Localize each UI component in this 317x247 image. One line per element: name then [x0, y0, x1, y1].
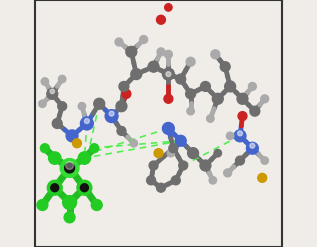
Circle shape — [258, 173, 267, 182]
Circle shape — [81, 117, 93, 130]
Circle shape — [250, 106, 260, 116]
Circle shape — [50, 89, 55, 94]
Circle shape — [47, 88, 58, 99]
Circle shape — [52, 119, 62, 128]
Circle shape — [78, 152, 91, 164]
Circle shape — [91, 200, 102, 210]
Circle shape — [119, 82, 129, 91]
Circle shape — [149, 161, 158, 170]
Circle shape — [250, 143, 255, 148]
Circle shape — [238, 112, 247, 121]
Circle shape — [51, 184, 59, 192]
Circle shape — [157, 48, 165, 56]
Circle shape — [65, 163, 74, 173]
Circle shape — [175, 135, 186, 146]
Circle shape — [187, 107, 194, 115]
Circle shape — [41, 144, 49, 153]
Circle shape — [246, 142, 258, 154]
Circle shape — [49, 152, 61, 164]
Circle shape — [130, 140, 138, 147]
Circle shape — [186, 57, 195, 66]
Circle shape — [212, 93, 223, 104]
Circle shape — [164, 94, 173, 103]
Circle shape — [154, 149, 163, 158]
Circle shape — [224, 169, 232, 177]
Circle shape — [186, 89, 196, 99]
Circle shape — [165, 50, 172, 58]
Circle shape — [234, 130, 246, 142]
Circle shape — [58, 102, 67, 111]
Circle shape — [171, 176, 180, 185]
Circle shape — [166, 72, 171, 77]
Circle shape — [209, 177, 217, 184]
Circle shape — [162, 68, 174, 80]
Circle shape — [58, 75, 66, 83]
Circle shape — [220, 62, 230, 72]
Circle shape — [39, 100, 46, 107]
Circle shape — [60, 159, 79, 177]
Circle shape — [64, 212, 75, 223]
Circle shape — [73, 139, 81, 148]
Circle shape — [165, 4, 172, 11]
Circle shape — [176, 74, 186, 84]
Circle shape — [84, 119, 89, 124]
Circle shape — [157, 183, 165, 192]
Circle shape — [236, 156, 244, 165]
Circle shape — [66, 162, 74, 169]
Circle shape — [200, 82, 210, 91]
Circle shape — [115, 38, 123, 46]
Circle shape — [126, 46, 137, 57]
Circle shape — [207, 115, 214, 122]
Circle shape — [47, 180, 62, 195]
Circle shape — [200, 160, 211, 171]
Circle shape — [179, 161, 188, 170]
Circle shape — [90, 144, 99, 153]
Circle shape — [78, 103, 86, 110]
Circle shape — [157, 15, 165, 24]
Circle shape — [162, 123, 174, 134]
Circle shape — [261, 157, 268, 164]
Circle shape — [261, 95, 269, 103]
Circle shape — [63, 196, 76, 209]
Circle shape — [237, 93, 248, 104]
Circle shape — [211, 50, 220, 59]
Circle shape — [105, 110, 118, 123]
Circle shape — [169, 144, 178, 153]
Circle shape — [167, 149, 175, 157]
Circle shape — [94, 98, 105, 109]
Circle shape — [109, 111, 114, 116]
Circle shape — [249, 82, 256, 90]
Circle shape — [81, 184, 88, 192]
Circle shape — [66, 130, 78, 142]
Circle shape — [131, 69, 142, 80]
Circle shape — [148, 61, 159, 72]
Circle shape — [188, 148, 198, 159]
Circle shape — [214, 149, 222, 157]
Circle shape — [147, 176, 156, 185]
Circle shape — [116, 101, 127, 112]
Circle shape — [122, 89, 131, 98]
Circle shape — [41, 78, 49, 85]
Circle shape — [117, 126, 126, 135]
Circle shape — [237, 131, 243, 136]
Circle shape — [77, 180, 92, 195]
Circle shape — [37, 200, 48, 210]
Circle shape — [226, 132, 234, 140]
Circle shape — [140, 36, 148, 43]
Circle shape — [225, 81, 236, 92]
